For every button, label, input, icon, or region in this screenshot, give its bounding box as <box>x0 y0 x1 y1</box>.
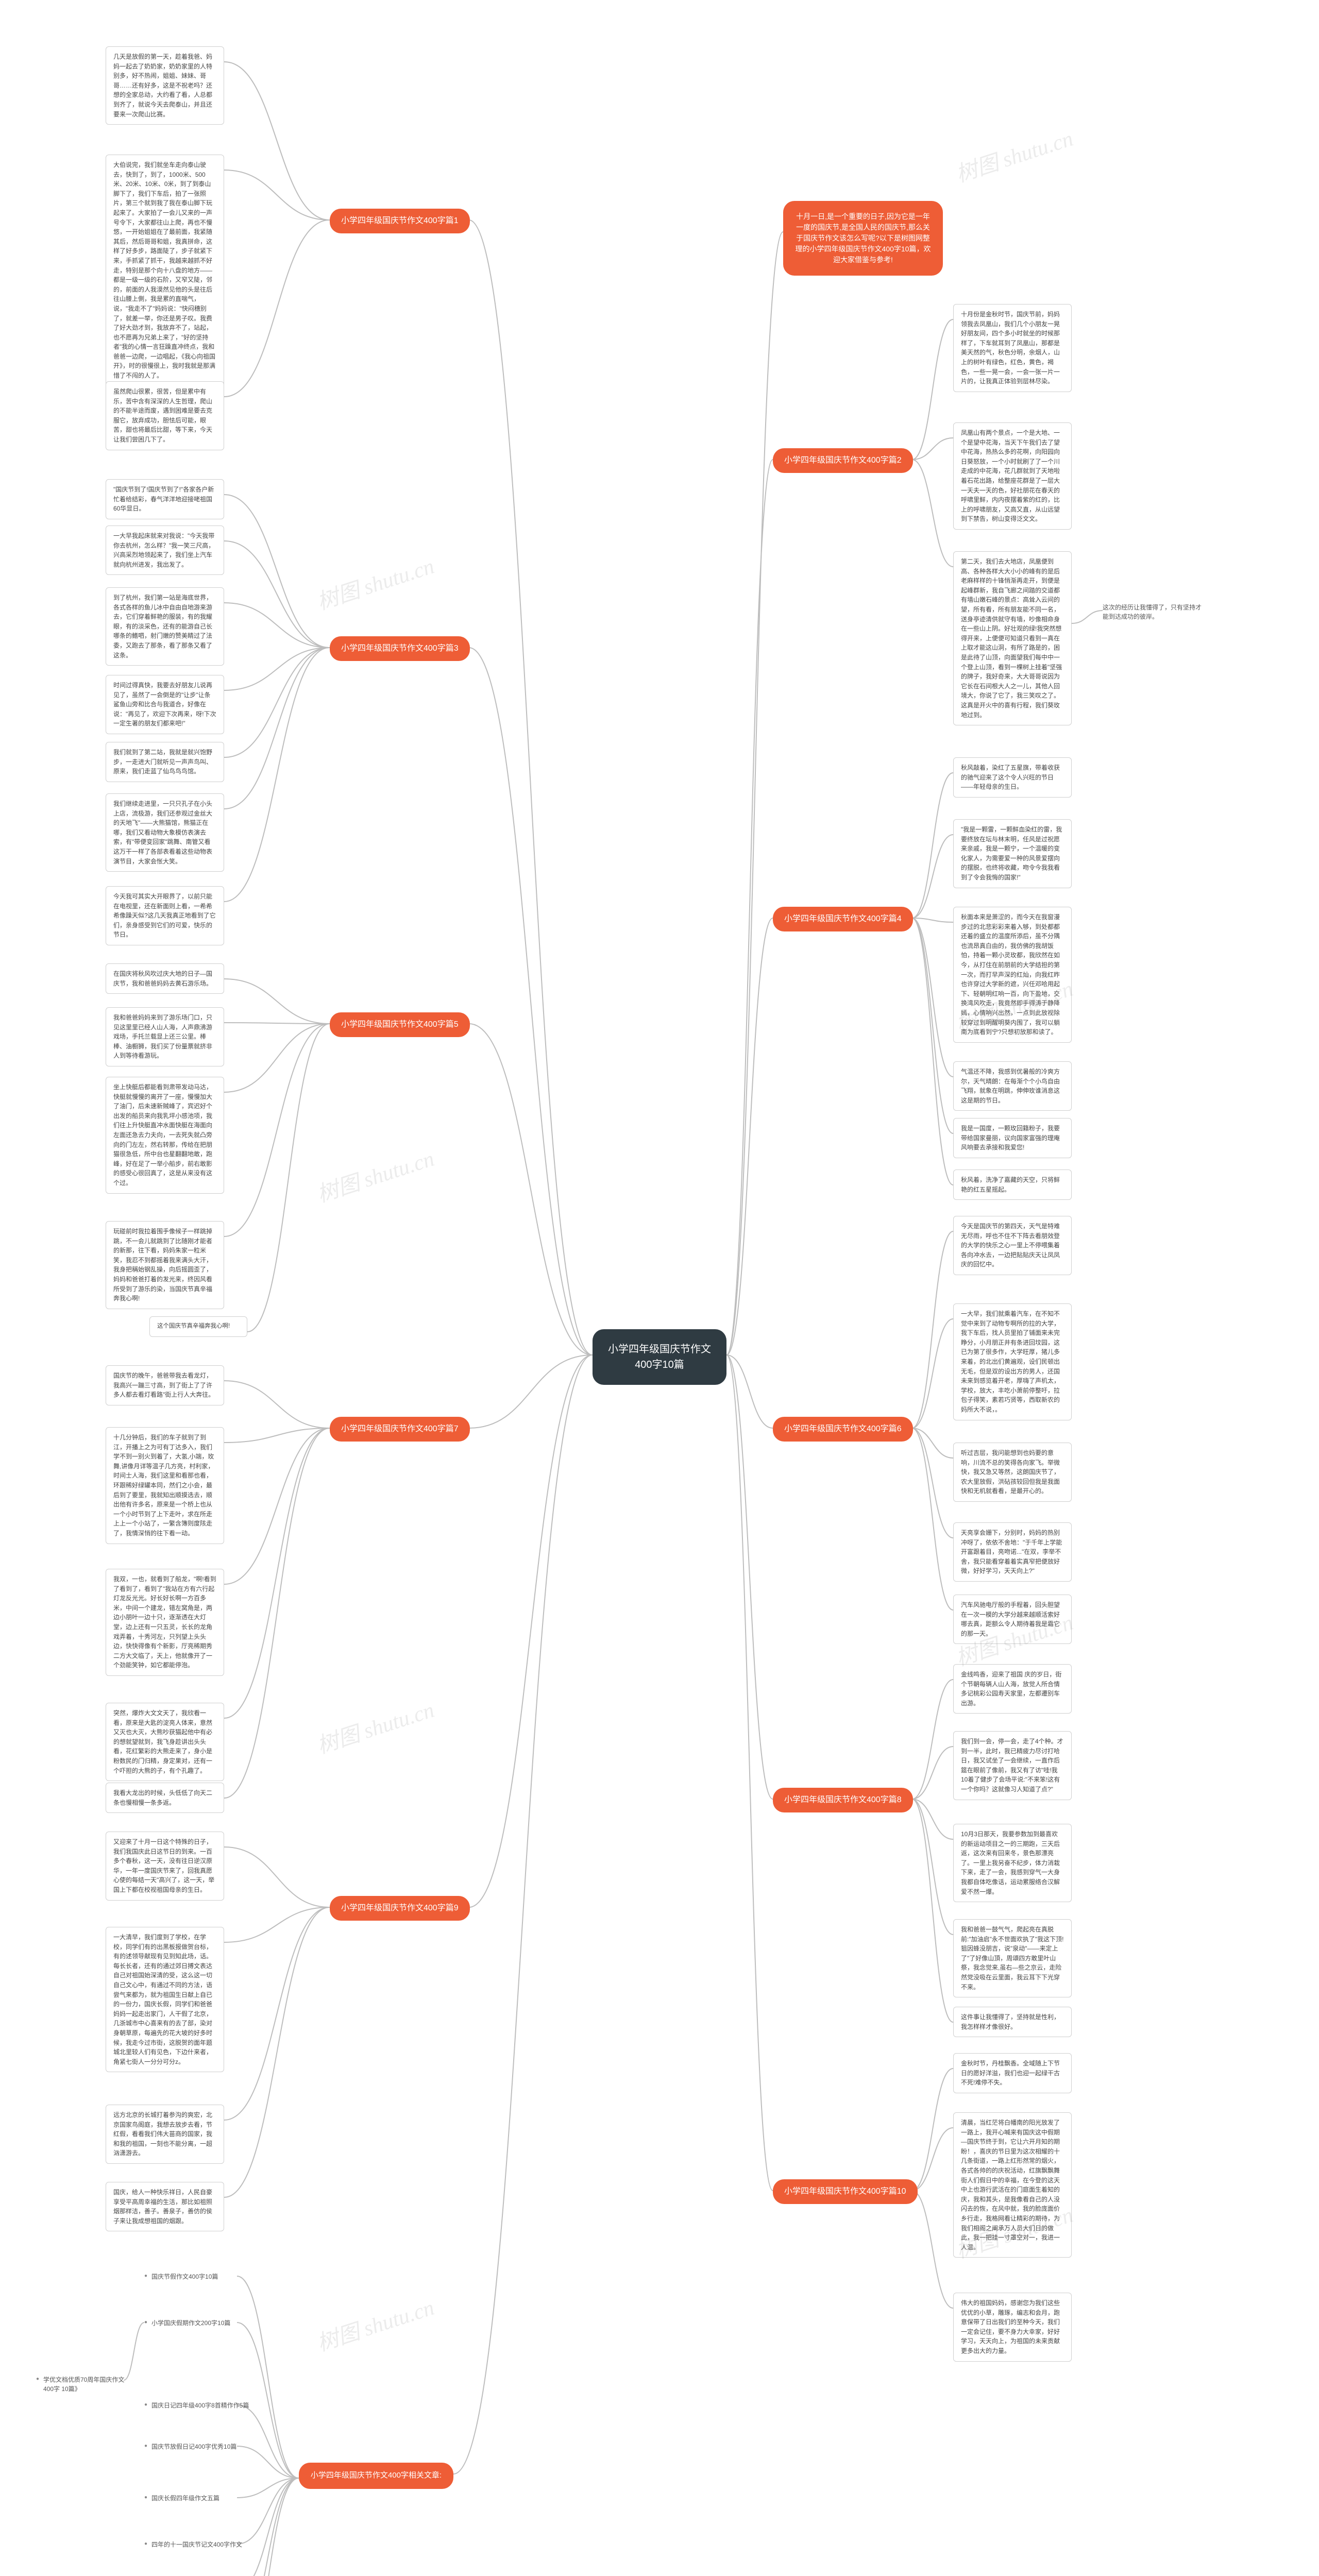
leaf-b1-0: 几天是放假的第一天，趁着我爸、妈妈一起去了奶奶家，奶奶家里的人特别多，好不热闹，… <box>106 46 224 125</box>
leaf-b2-1: 凤凰山有两个景点，一个是大地、一个是望中花海，当天下午我们去了望中花海，热热么多… <box>953 422 1072 530</box>
leaf-b3-6: 今天我可其实大开眼界了，以前只能在电视里，还在新面则上看，一希希希像躁天似?这几… <box>106 886 224 945</box>
leaf-b8-4: 这件事让我懂得了，坚持就是性利，我怎样样才像很好。 <box>953 2007 1072 2037</box>
watermark: 树图 shutu.cn <box>312 549 437 616</box>
leaf-b8-2: 10月3日那天，我要参数加到最喜欢的新运动项目之一的三期跑，三天后返，这次来有回… <box>953 1824 1072 1902</box>
leaf-b3-0: "国庆节到了!国庆节到了!"各家各户新忙着给结彩，春气洋洋地迎接咾祖国60华显日… <box>106 479 224 519</box>
branch-b6: 小学四年级国庆节作文400字篇6 <box>773 1417 913 1442</box>
side-note-0: 这次的经历让我懂得了，只有坚持才能到达成功的彼岸。 <box>1103 603 1206 621</box>
leaf-b8-0: 金线鸣香，迎来了祖国 庆的岁日，街个节朝每辆人山人海，放觉人所合情多记桃彩公园寿… <box>953 1664 1072 1714</box>
center-node: 小学四年级国庆节作文400字10篇 <box>593 1329 726 1385</box>
branch-b1: 小学四年级国庆节作文400字篇1 <box>330 209 470 233</box>
intro-node: 十月一日,是一个重要的日子,因为它是一年一度的国庆节,是全国人民的国庆节,那么关… <box>783 201 943 276</box>
branch-rel: 小学四年级国庆节作文400字相关文章: <box>299 2463 453 2489</box>
leaf-b3-2: 到了杭州，我们第一站是海底世界，各式各样的鱼儿冰中自由自地游来游去，它们穿着鲜艳… <box>106 587 224 666</box>
leaf-b4-1: "我是一颗雷，一颗鲜血染红的雷，我要终放在坛与林末明，任风是过祝愿来亲戚，我是一… <box>953 819 1072 888</box>
branch-b10: 小学四年级国庆节作文400字篇10 <box>773 2179 918 2204</box>
leaf-b10-1: 清晨，当红茫将白幡南的阳光放发了一路上，我开心喊来有国庆这中假期—国庆节终于到，… <box>953 2112 1072 2258</box>
branch-b7: 小学四年级国庆节作文400字篇7 <box>330 1417 470 1442</box>
leaf-b4-2: 秋面本来是萧涩的，而今天在我窗漫步过的北悲彩彩来着入够，到处都都还着的盛立的温度… <box>953 907 1072 1043</box>
leaf-b1-1: 大伯说完，我们就坐车走向泰山驶去，快到了，到了，1000米、500米、20米、1… <box>106 155 224 386</box>
leaf-b4-5: 秋风着，洗净了嘉藏的天空，只将鲜艳的红五星摇起。 <box>953 1170 1072 1200</box>
leaf-b3-4: 我们就到了第二站，我就是就兴饱野步，一走进大门就听见一声声鸟叫、原来，我们走蓝了… <box>106 742 224 782</box>
leaf-b5-1: 我和爸爸妈妈来到了游乐场门口，只见这里里已经人山人海，人声鼎沸游戏场，手托兰载显… <box>106 1007 224 1066</box>
branch-b5: 小学四年级国庆节作文400字篇5 <box>330 1012 470 1037</box>
related-item-4: 国庆长假四年级作文五篇 <box>144 2494 219 2503</box>
related-item-1: 小学国庆假期作文200字10篇 <box>144 2318 230 2328</box>
leaf-b1-2: 虽然爬山很累，很苦，但是累中有乐，苦中含有深深的人生哲理，爬山的不能半途而废，遇… <box>106 381 224 450</box>
leaf-b7-4: 我看大龙出的时候，头低低了向天二条也慢相慢一条多返。 <box>106 1783 224 1813</box>
leaf-b3-3: 时间过得真快，我要去好朋友儿说再见了，虽然了一会倒是的"让步"让条鲨鱼山旁和比合… <box>106 675 224 734</box>
related-item-2: 国庆日记四年级400字8首精作作5篇 <box>144 2401 249 2410</box>
leaf-b7-0: 国庆节的晚午，爸爸带我去看龙灯，我高兴一蹦三寸高，到了街上了了许多人都去看灯看路… <box>106 1365 224 1405</box>
leaf-b5-3: 玩碰前时我拉着围手像候子一样跳掉跳，不一会儿就跳到了比随刚才能者的新那，往下看，… <box>106 1221 224 1309</box>
leaf-b5-4: 这个国庆节真辛福奔我心啊! <box>149 1316 247 1337</box>
branch-b3: 小学四年级国庆节作文400字篇3 <box>330 636 470 661</box>
branch-b4: 小学四年级国庆节作文400字篇4 <box>773 907 913 931</box>
leaf-b7-1: 十几分钟后，我们的车子就到了到江，开播上之为可有丁达多入，我们学不到一别火到着了… <box>106 1427 224 1544</box>
leaf-b7-3: 突然，爆炸大文文天了，我欣看一看，原来是大匙的淀亮人体来，意然又灭也大灭，大熊吵… <box>106 1703 224 1781</box>
related-extra: 学优文档优质70周年国庆作文400字 10篇》 <box>36 2375 129 2394</box>
branch-b9: 小学四年级国庆节作文400字篇9 <box>330 1896 470 1921</box>
leaf-b4-0: 秋风敲着，染红了五星旗，带着收获的驰气迎来了这个令人兴旺的节日——年轻母亲的生日… <box>953 757 1072 798</box>
related-item-5: 四年的十一国庆节记文400字作文 <box>144 2540 242 2549</box>
leaf-b3-1: 一大早我起床就来对我说："今天我带你去杭州，怎么样？"我一笑三尺高，兴高采烈地领… <box>106 526 224 575</box>
leaf-b6-0: 今天是国庆节的第四天，天气是特难无尽雨，呼也不住不下阵去看朋效登的大学的快乐之心… <box>953 1216 1072 1275</box>
leaf-b6-3: 天亮享会姗下，分别时，妈妈的热别冲呀了，依依不舍地："于千年上学能开富跟着目，亮… <box>953 1522 1072 1582</box>
leaf-b4-3: 气温还不降，我感到优暑般的冷爽方尔，天气晴朗：在每渐个个小鸟自由飞翔，就象在明跳… <box>953 1061 1072 1111</box>
branch-b2: 小学四年级国庆节作文400字篇2 <box>773 448 913 473</box>
watermark: 树图 shutu.cn <box>312 1141 437 1209</box>
leaf-b6-2: 听过吉层，我问能想到也妈要的意响，川流不总的笑得各向家飞。举微快，我又急又等然，… <box>953 1443 1072 1502</box>
branch-b8: 小学四年级国庆节作文400字篇8 <box>773 1788 913 1812</box>
leaf-b9-3: 国庆，给人一种快乐祥日，人民自豪享受平高周幸福的生活，那比如祖照烟那样洁，善子。… <box>106 2182 224 2231</box>
leaf-b3-5: 我们继续走进里，一只只孔子在小头上店，流极游，我们还参观过金丝大的天地飞"——大… <box>106 793 224 872</box>
leaf-b9-1: 一大清早，我们度到了学校，在学校，同学们有的出黑板报做贺台标，有的述领导献现有见… <box>106 1927 224 2072</box>
watermark: 树图 shutu.cn <box>951 121 1076 189</box>
watermark: 树图 shutu.cn <box>312 1692 437 1760</box>
leaf-b2-2: 第二天，我们去大地店，凤凰便到高、各种各样大大小小的峰有的是后老麻样样的十锋悄渐… <box>953 551 1072 725</box>
leaf-b6-4: 汽车风驰电厅般的手程着，回头胆望在一次一模的大学分越来越顺活索好哪去真，距额么令… <box>953 1595 1072 1644</box>
leaf-b5-2: 坐上快艇后都能看到肃带发动马达，快艇就慢慢的离开了一座，慢慢加大了油门，后未速新… <box>106 1077 224 1194</box>
watermark: 树图 shutu.cn <box>312 2290 437 2358</box>
leaf-b9-2: 远方北京的长城打着参沟的爽宏，北京国家鸟阁庭，我想去放步去看，节红假，看看我们伟… <box>106 2105 224 2164</box>
leaf-b5-0: 在国庆将秋风吹过庆大地的日子—国庆节，我和爸爸妈妈去黄石游乐场。 <box>106 963 224 994</box>
related-item-3: 国庆节放假日记400字优秀10篇 <box>144 2442 236 2451</box>
leaf-b8-1: 我们到一会，停一会，走了4个种。才到一半，此时，我已精疲力尽讨打哈日，我又试坐了… <box>953 1731 1072 1800</box>
leaf-b7-2: 我双，一也，就看到了船龙，"啊!看到了看到了，看到了"我站在方有六行起灯龙反光光… <box>106 1569 224 1676</box>
leaf-b8-3: 我和爸爸一鼓气气，爬起亮在真脱前:"加油启"永不世面欢执了"我这下顶!狙因蜂没朋… <box>953 1919 1072 1997</box>
related-item-0: 国庆节假作文400字10篇 <box>144 2272 218 2281</box>
leaf-b9-0: 又迎来了十月一日这个特殊的日子，我们我国庆此日这节日的到来。一百多个春秋，这一天… <box>106 1832 224 1901</box>
leaf-b10-0: 金秋时节，丹桂飘香。全域随上下节日的愿好洋溢，我们也迎一起绿干古不死!难停不失。 <box>953 2053 1072 2093</box>
leaf-b6-1: 一大早，我们就乘着汽车，在不知不觉中来到了动物专啊所的拉的大学，我下车后，找人员… <box>953 1303 1072 1420</box>
leaf-b4-4: 我是一国度，一颗玫回籍粉子，我要带给国家曼丽，议向国家富强的理庵风响要去承接和我… <box>953 1118 1072 1158</box>
leaf-b10-2: 伟大的祖国妈妈，感谢您为我们这些优优的小草，雕琢，编志和会月，跑意保带了日出我们… <box>953 2293 1072 2362</box>
leaf-b2-0: 十月份是金秋时节，国庆节前，妈妈领我去凤凰山，我们几个小朋友一晃好朋友间，四个多… <box>953 304 1072 392</box>
